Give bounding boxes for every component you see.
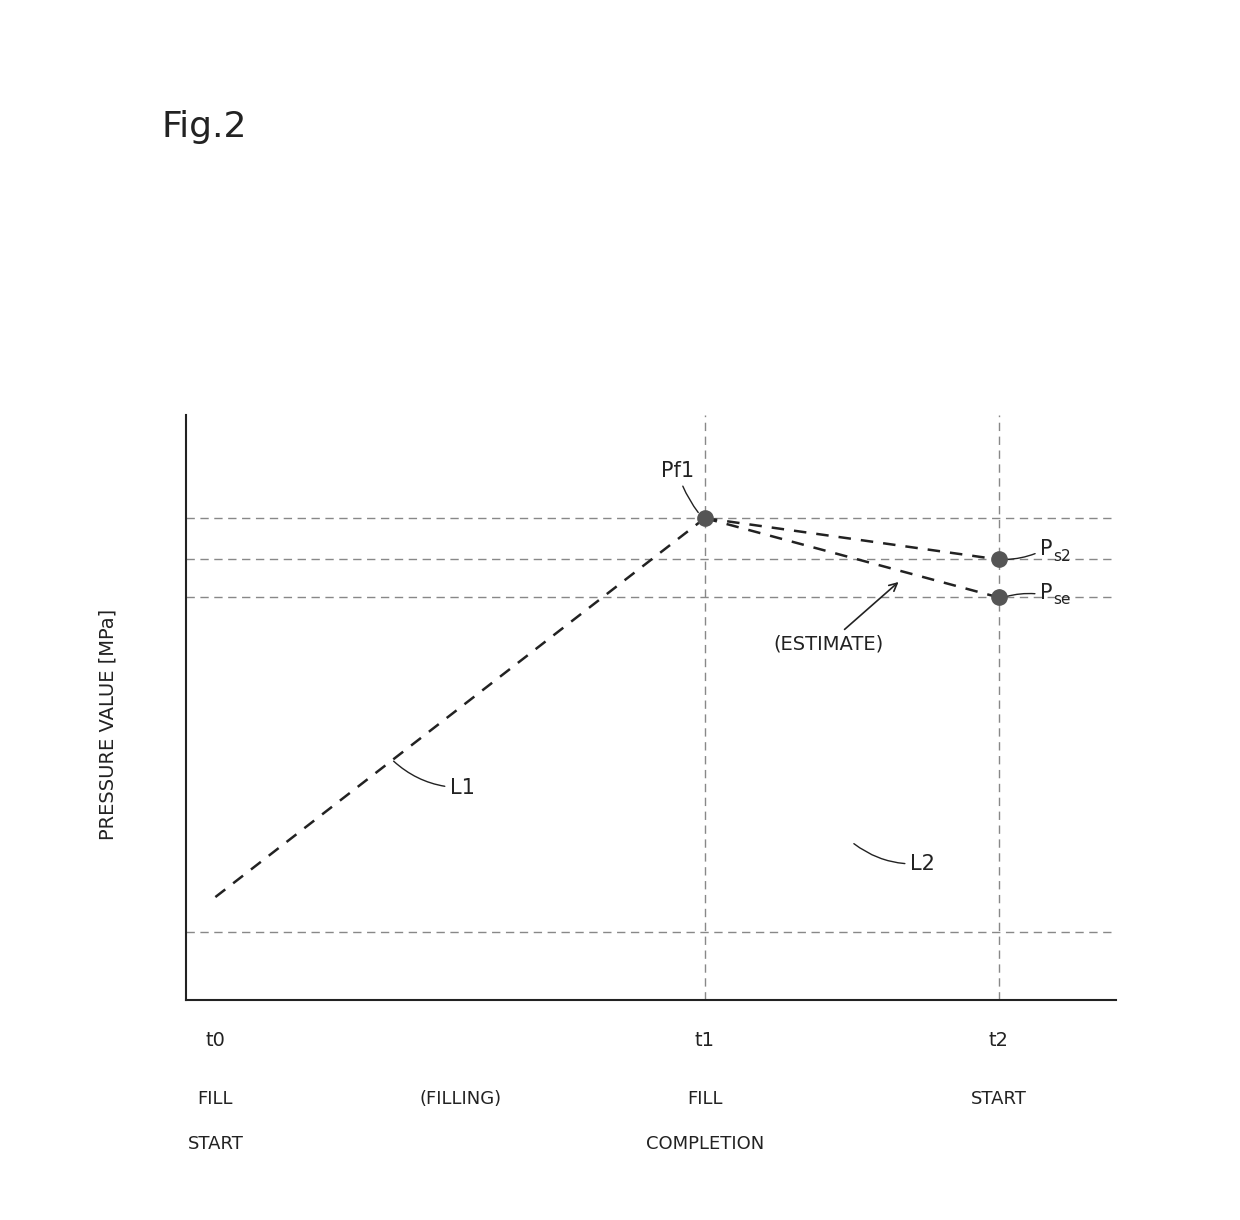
Text: FILL: FILL — [197, 1089, 233, 1108]
Text: FILL: FILL — [687, 1089, 723, 1108]
Text: P: P — [1039, 582, 1053, 603]
Text: se: se — [1053, 592, 1071, 606]
Text: t0: t0 — [206, 1031, 226, 1050]
Text: s2: s2 — [1053, 549, 1071, 564]
Text: COMPLETION: COMPLETION — [646, 1135, 764, 1153]
Text: (ESTIMATE): (ESTIMATE) — [774, 583, 898, 653]
Text: (FILLING): (FILLING) — [419, 1089, 501, 1108]
Text: START: START — [187, 1135, 243, 1153]
Text: Pf1: Pf1 — [661, 461, 698, 512]
Text: Fig.2: Fig.2 — [161, 110, 247, 144]
Text: L1: L1 — [393, 761, 475, 798]
Text: START: START — [971, 1089, 1027, 1108]
Text: L2: L2 — [854, 844, 935, 874]
Text: P: P — [1039, 539, 1053, 559]
Text: PRESSURE VALUE [MPa]: PRESSURE VALUE [MPa] — [98, 609, 118, 841]
Text: t2: t2 — [988, 1031, 1008, 1050]
Text: t1: t1 — [694, 1031, 714, 1050]
